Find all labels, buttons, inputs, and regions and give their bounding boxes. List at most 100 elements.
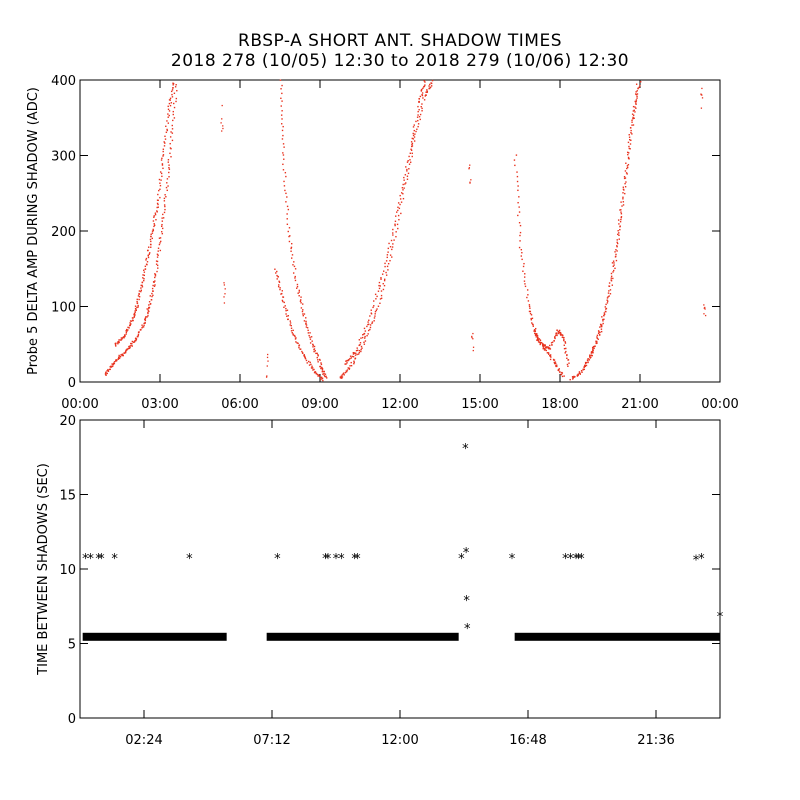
data-point — [423, 99, 426, 101]
data-point — [150, 233, 152, 236]
data-point — [147, 246, 150, 248]
data-point — [147, 309, 149, 311]
data-point — [274, 268, 276, 270]
data-point — [635, 93, 638, 96]
data-point — [591, 354, 593, 357]
data-point — [554, 362, 556, 365]
data-point — [519, 234, 521, 237]
data-point — [626, 165, 629, 167]
data-point — [530, 317, 532, 320]
data-point — [151, 232, 154, 234]
data-point — [408, 155, 410, 158]
data-point — [265, 376, 268, 378]
data-point — [145, 316, 147, 318]
data-point — [104, 373, 107, 375]
data-point — [156, 256, 159, 258]
data-point — [295, 287, 298, 289]
data-point — [418, 115, 421, 118]
data-point — [167, 108, 170, 110]
y-axis-title: Probe 5 DELTA AMP DURING SHADOW (ADC) — [26, 87, 41, 375]
data-point — [308, 364, 311, 366]
data-point — [608, 290, 610, 292]
data-point — [173, 102, 175, 105]
data-point — [531, 317, 534, 320]
data-point — [150, 240, 152, 243]
data-point — [600, 325, 603, 328]
data-point — [159, 184, 162, 187]
data-point — [353, 361, 355, 364]
data-point — [624, 192, 626, 195]
data-point — [149, 252, 151, 254]
data-point — [430, 85, 433, 87]
data-point — [591, 351, 593, 354]
data-point — [153, 285, 156, 288]
data-point — [369, 326, 372, 329]
data-point — [140, 287, 142, 289]
data-point — [125, 331, 128, 334]
data-point — [152, 281, 155, 283]
data-point — [130, 323, 132, 325]
data-point — [553, 359, 556, 361]
data-point — [281, 138, 284, 140]
data-point — [559, 333, 562, 336]
data-point — [141, 324, 143, 326]
data-point — [635, 107, 637, 109]
data-point — [341, 376, 344, 378]
data-point — [119, 356, 121, 358]
data-point — [395, 231, 397, 233]
data-point — [469, 182, 471, 184]
data-point — [123, 337, 125, 339]
data-point — [287, 208, 290, 211]
y-tick-label: 10 — [59, 563, 76, 578]
data-point — [302, 352, 304, 355]
data-point — [297, 342, 299, 345]
data-point — [632, 124, 635, 126]
data-point — [224, 293, 226, 295]
data-point — [565, 350, 567, 353]
data-point — [281, 299, 284, 302]
data-point — [636, 93, 639, 95]
data-point — [167, 161, 169, 163]
data-point: * — [578, 552, 585, 567]
data-point — [520, 255, 523, 257]
data-point — [117, 358, 119, 360]
data-point — [285, 309, 287, 312]
data-point — [277, 276, 280, 278]
data-point — [383, 284, 386, 287]
data-point — [281, 100, 283, 102]
data-point — [286, 205, 289, 208]
data-point — [322, 370, 324, 373]
data-point — [132, 319, 134, 321]
data-point — [622, 192, 624, 194]
data-point — [313, 350, 315, 353]
data-point — [127, 326, 129, 329]
data-point — [140, 289, 143, 292]
data-point — [603, 313, 606, 316]
data-point — [294, 277, 296, 279]
data-point — [154, 280, 156, 282]
data-point — [168, 176, 170, 178]
data-point — [294, 338, 297, 340]
data-point — [417, 125, 419, 128]
data-point — [604, 306, 606, 308]
data-point — [548, 347, 551, 350]
data-point — [290, 327, 293, 329]
data-point: * — [338, 552, 345, 567]
data-point — [154, 284, 156, 286]
data-point — [292, 334, 295, 336]
data-point — [165, 131, 168, 134]
data-point — [164, 205, 166, 208]
data-point — [410, 145, 413, 148]
y-tick-label: 0 — [68, 376, 76, 391]
data-point — [360, 350, 362, 353]
data-point — [417, 110, 419, 113]
data-point — [416, 116, 419, 118]
data-point — [622, 188, 625, 190]
data-point — [549, 358, 552, 361]
data-point — [118, 357, 120, 359]
data-point — [405, 182, 407, 184]
data-point — [111, 365, 114, 368]
data-point — [516, 171, 518, 173]
data-point — [425, 91, 427, 93]
data-point — [568, 362, 570, 364]
